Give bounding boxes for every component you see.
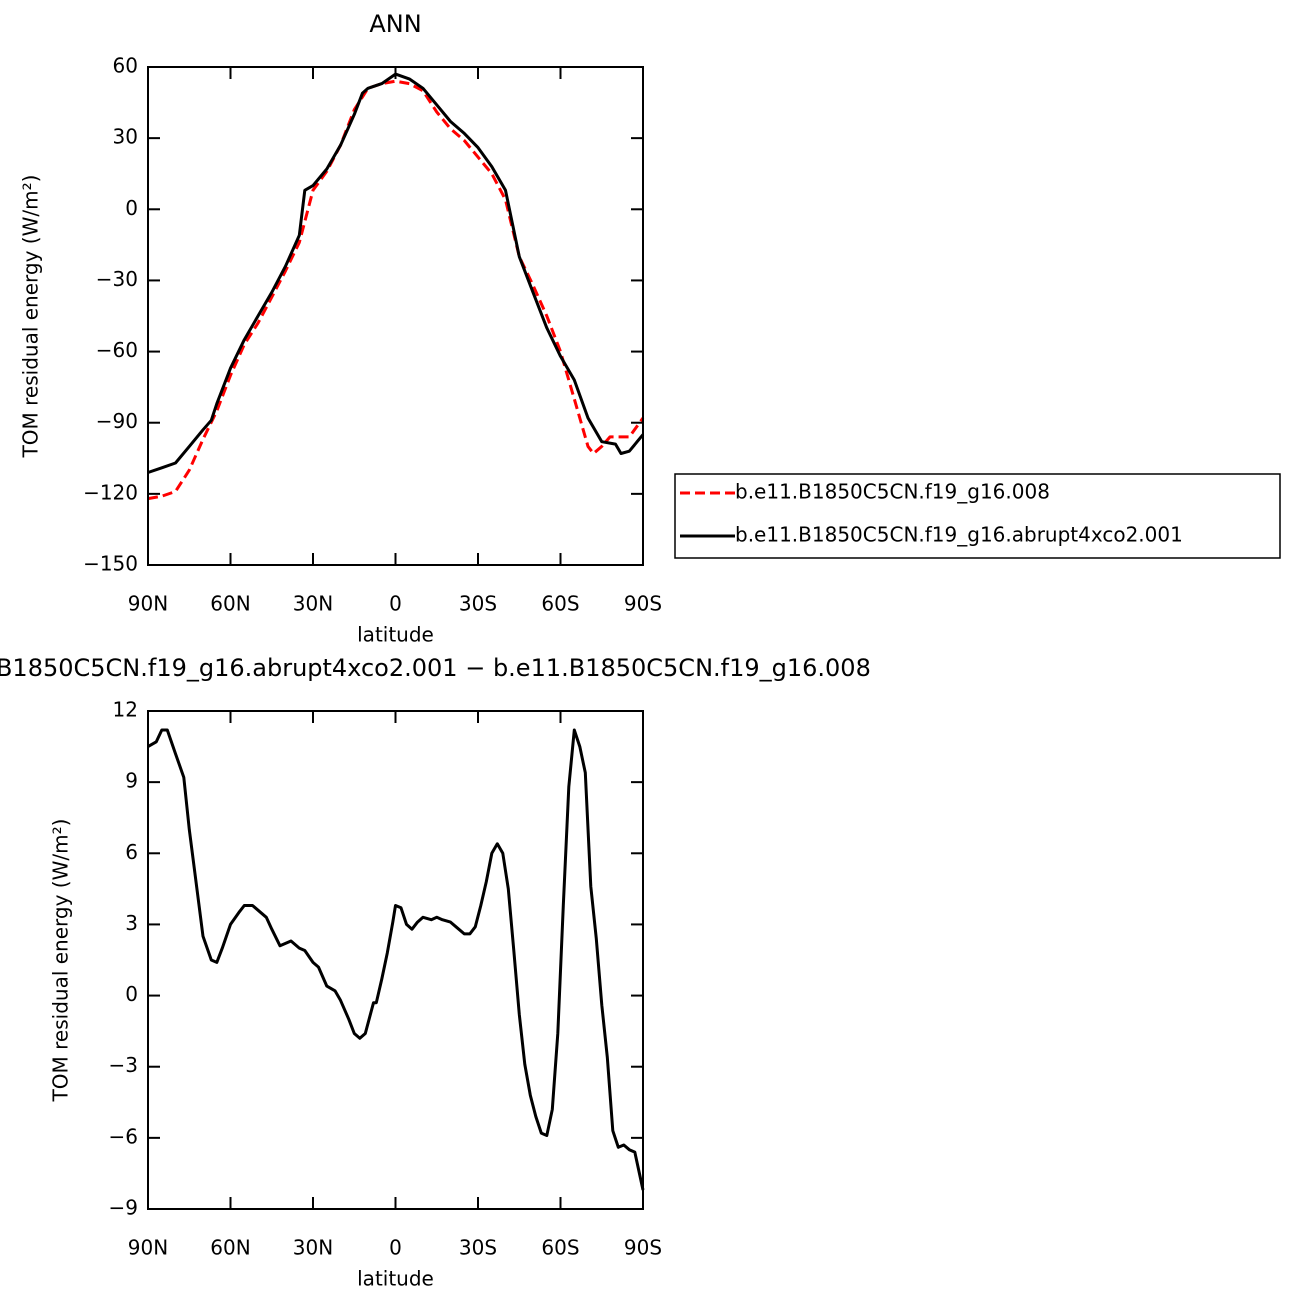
- x-tick-label: 30S: [459, 592, 497, 616]
- x-tick-label: 90N: [128, 592, 168, 616]
- y-tick-label: −30: [96, 267, 138, 291]
- y-tick-label: 60: [113, 54, 138, 78]
- legend-label: b.e11.B1850C5CN.f19_g16.abrupt4xco2.001: [735, 523, 1183, 547]
- x-axis-label: latitude: [357, 623, 434, 647]
- y-tick-label: 12: [113, 698, 138, 722]
- legend-label: b.e11.B1850C5CN.f19_g16.008: [735, 480, 1050, 504]
- y-axis-label: TOM residual energy (W/m²): [49, 819, 73, 1103]
- y-tick-label: 6: [125, 840, 138, 864]
- data-line: [147, 79, 645, 501]
- legend-box: [674, 473, 1281, 559]
- x-tick-label: 0: [389, 592, 402, 616]
- x-tick-label: 90N: [128, 1236, 168, 1260]
- x-axis-label: latitude: [357, 1267, 434, 1291]
- y-tick-label: −90: [96, 409, 138, 433]
- y-tick-label: −120: [83, 480, 138, 504]
- y-tick-label: 9: [125, 769, 138, 793]
- y-tick-label: −150: [83, 552, 138, 576]
- x-tick-label: 60S: [541, 592, 579, 616]
- chart-title: b.e11.B1850C5CN.f19_g16.abrupt4xco2.001 …: [0, 654, 871, 682]
- chart-title: ANN: [369, 10, 421, 38]
- x-tick-label: 60S: [541, 1236, 579, 1260]
- y-tick-label: −60: [96, 338, 138, 362]
- y-axis-label: TOM residual energy (W/m²): [19, 175, 43, 459]
- x-tick-label: 30N: [293, 1236, 333, 1260]
- data-line: [147, 728, 645, 1191]
- y-tick-label: −3: [109, 1053, 138, 1077]
- y-tick-label: −6: [109, 1124, 138, 1148]
- x-tick-label: 90S: [624, 592, 662, 616]
- x-tick-label: 30S: [459, 1236, 497, 1260]
- x-tick-label: 60N: [210, 592, 250, 616]
- y-tick-label: −9: [109, 1196, 138, 1220]
- y-tick-label: 0: [125, 196, 138, 220]
- x-tick-label: 60N: [210, 1236, 250, 1260]
- x-tick-label: 0: [389, 1236, 402, 1260]
- x-tick-label: 90S: [624, 1236, 662, 1260]
- y-tick-label: 3: [125, 911, 138, 935]
- x-tick-label: 30N: [293, 592, 333, 616]
- plot-frame: [147, 66, 644, 566]
- data-line: [147, 72, 645, 474]
- y-tick-label: 0: [125, 982, 138, 1006]
- y-tick-label: 30: [113, 125, 138, 149]
